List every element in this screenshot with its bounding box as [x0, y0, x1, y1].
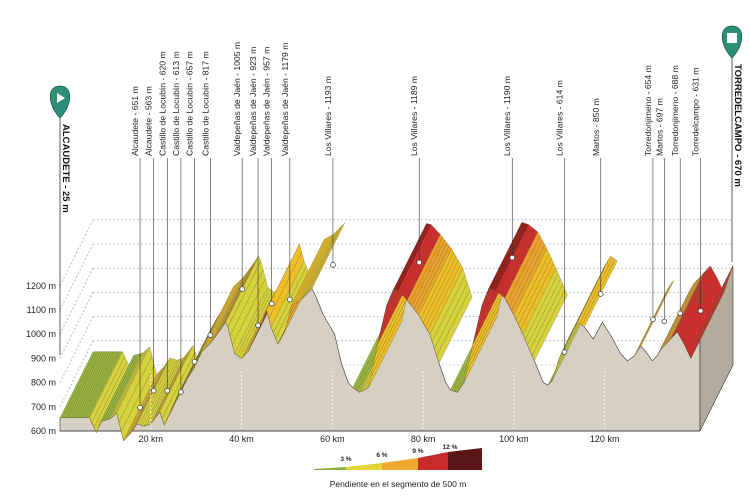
gradient-strip	[304, 227, 341, 296]
waypoint-dot	[697, 308, 704, 314]
gradient-strip	[309, 222, 346, 292]
waypoint-dot	[598, 291, 604, 297]
y-tick-label: 1100 m	[27, 305, 56, 315]
play-icon	[57, 93, 65, 103]
waypoint-dot	[268, 300, 275, 307]
waypoint-dot	[650, 316, 656, 323]
waypoint-dot	[287, 296, 293, 303]
waypoint-label: Valdepeñas de Jaén - 1005 m	[232, 42, 242, 156]
gradient-strip	[307, 224, 343, 294]
waypoint-label: Los Villares - 1193 m	[323, 76, 333, 156]
waypoint-label: Torredonjimeno - 654 m	[643, 65, 653, 156]
grid-diagonal	[59, 316, 94, 383]
waypoint-label: Castillo de Locubín - 817 m	[200, 51, 210, 156]
waypoint-label: Valdepeñas de Jaén - 957 m	[262, 47, 272, 156]
legend-wedge-darkred	[448, 448, 482, 470]
waypoint-dot	[255, 322, 261, 329]
grid-diagonal	[59, 292, 94, 359]
waypoint-dot	[416, 259, 422, 266]
waypoint-dot	[509, 254, 515, 261]
x-tick-label: 80 km	[411, 434, 436, 444]
gradient-strip	[577, 255, 613, 324]
waypoint-label: Martos - 697 m	[654, 98, 664, 156]
gradient-strip	[436, 289, 473, 364]
waypoint-label: Torredelcampo - 631 m	[691, 68, 701, 156]
y-tick-label: 700 m	[31, 402, 56, 412]
legend-label-12: 12 %	[443, 444, 458, 451]
x-tick-label: 20 km	[139, 434, 164, 444]
start-label: ALCAUDETE - 25 m	[60, 124, 71, 213]
waypoint-label: Martos - 850 m	[591, 98, 601, 156]
y-tick-label: 1200 m	[26, 281, 56, 291]
waypoint-dot	[677, 310, 683, 317]
finish-flag-icon	[727, 33, 737, 43]
grid-diagonal	[59, 268, 94, 335]
axis-ticks: 600 m 700 m 800 m 900 m 1000 m 1100 m 1200 m 20…	[26, 281, 619, 444]
legend-label-6: 6 %	[376, 452, 387, 459]
legend-wedge-red	[418, 452, 448, 470]
gradient-strip	[531, 289, 568, 362]
gradient-segments	[59, 222, 734, 442]
y-tick-label: 800 m	[31, 378, 56, 388]
grid-diagonal	[59, 243, 94, 311]
waypoint-dot	[207, 332, 214, 338]
waypoint-dot	[164, 387, 171, 394]
waypoint-label: Castillo de Locubín - 613 m	[171, 51, 181, 156]
x-tick-label: 60 km	[320, 434, 345, 444]
waypoint-label: Castillo de Locubín - 620 m	[157, 51, 167, 156]
waypoint-label: Castillo de Locubín - 657 m	[185, 51, 195, 156]
waypoint-label: Alcaudete - 563 m	[144, 86, 154, 156]
legend-wedge-yellow	[346, 463, 382, 470]
legend-caption: Pendiente en el segmento de 500 m	[330, 479, 467, 489]
y-tick-label: 900 m	[31, 353, 56, 363]
finish-label: TORREDELCAMPO - 670 m	[732, 64, 743, 187]
gradient-legend: 3 % 6 % 9 % 12 % Pendiente en el segment…	[314, 444, 482, 489]
waypoint-label: Los Villares - 1190 m	[502, 76, 512, 156]
x-tick-label: 40 km	[229, 434, 254, 444]
waypoint-dot	[661, 318, 668, 325]
x-tick-label: 120 km	[590, 434, 620, 444]
waypoint-dot	[178, 389, 184, 395]
start-finish-markers: ALCAUDETE - 25 m TORREDELCAMPO - 670 m	[49, 25, 743, 355]
waypoint-label: Torredonjimeno - 688 m	[670, 65, 680, 156]
legend-label-3: 3 %	[340, 456, 351, 463]
waypoint-dot	[239, 286, 245, 292]
waypoint-label: Los Villares - 614 m	[554, 80, 564, 156]
gradient-strip	[638, 280, 675, 349]
legend-label-9: 9 %	[412, 448, 423, 455]
grid-diagonal	[59, 219, 94, 286]
waypoint-label: Valdepeñas de Jaén - 923 m	[248, 47, 258, 156]
waypoint-dot	[150, 387, 157, 394]
legend-wedge-orange	[382, 458, 418, 470]
waypoint-markers: Alcaudete - 651 m Alcaudete - 563 m Castil…	[130, 42, 704, 411]
grid-diagonal	[59, 340, 94, 407]
waypoint-dot	[330, 262, 336, 268]
gradient-strip	[579, 257, 616, 326]
legend-wedge-green	[314, 467, 346, 470]
start-pin	[49, 85, 71, 119]
waypoint-dot	[191, 358, 198, 365]
waypoint-label: Alcaudete - 651 m	[130, 86, 140, 156]
waypoint-label: Valdepeñas de Jaén - 1179 m	[280, 43, 290, 156]
gradient-strip	[697, 265, 734, 339]
y-tick-label: 1000 m	[26, 329, 56, 339]
x-tick-label: 100 km	[499, 434, 529, 444]
waypoint-label: Los Villares - 1189 m	[409, 76, 419, 156]
waypoint-dot	[137, 404, 143, 411]
waypoint-dot	[561, 349, 568, 355]
y-tick-label: 600 m	[31, 426, 56, 436]
